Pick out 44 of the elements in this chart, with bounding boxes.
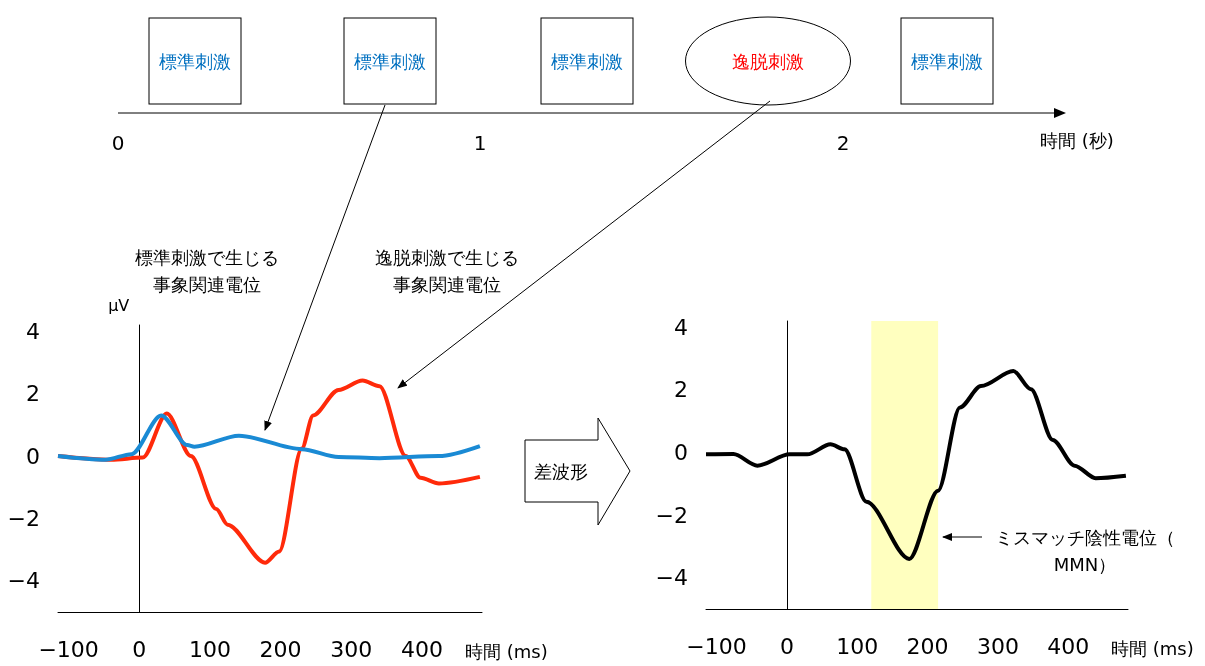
x-tick-label: 100	[836, 633, 879, 659]
block-arrow: 差波形	[524, 417, 631, 526]
text: 標準刺激で生じる事象関連電位	[135, 247, 279, 295]
x-tick-label: 100	[188, 636, 231, 662]
line-series	[56, 413, 482, 462]
y-tick-label: 2	[674, 377, 688, 403]
y-tick-label: 2	[26, 381, 40, 407]
box-frame: 標準刺激	[343, 17, 437, 105]
y-tick-label: −2	[655, 502, 688, 528]
text: 時間 (秒)	[1040, 130, 1114, 151]
y-tick-label: 0	[26, 443, 40, 469]
y-tick-label: 4	[26, 318, 40, 344]
box-frame: 標準刺激	[148, 17, 242, 105]
y-axis-title: μV	[108, 295, 130, 315]
category-label: 標準刺激	[551, 51, 623, 72]
x-tick-label: 300	[330, 636, 373, 662]
category-label: 標準刺激	[911, 51, 983, 72]
y-tick-label: 4	[674, 314, 688, 340]
x-tick-label: −100	[38, 636, 99, 662]
y-tick-label: −4	[7, 568, 40, 594]
text: 2	[836, 131, 850, 155]
y-tick-label: −2	[7, 505, 40, 531]
x-axis-title: 時間 (ms)	[465, 640, 548, 662]
box-frame: 標準刺激	[540, 17, 634, 105]
x-tick-label: 200	[259, 636, 302, 662]
box-frame: 標準刺激	[900, 17, 994, 105]
x-tick-label: 0	[132, 636, 147, 662]
category-label: 逸脱刺激	[732, 51, 804, 72]
x-tick-label: 200	[906, 633, 949, 659]
category-label: 標準刺激	[159, 51, 231, 72]
x-tick-label: 400	[400, 636, 443, 662]
x-tick-label: 300	[976, 633, 1019, 659]
text: 1	[473, 131, 487, 155]
x-tick-label: 0	[779, 633, 794, 659]
ellipse-frame: 逸脱刺激	[685, 16, 851, 106]
x-tick-label: 400	[1047, 633, 1090, 659]
text: 逸脱刺激で生じる事象関連電位	[375, 247, 519, 295]
x-tick-label: −100	[686, 633, 747, 659]
category-label: 標準刺激	[354, 51, 426, 72]
y-tick-label: 0	[674, 439, 688, 465]
text: 0	[111, 131, 125, 155]
y-tick-label: −4	[655, 565, 688, 591]
x-axis-title: 時間 (ms)	[1111, 637, 1194, 659]
annotation: ミスマッチ陰性電位（MMN）	[995, 527, 1175, 575]
